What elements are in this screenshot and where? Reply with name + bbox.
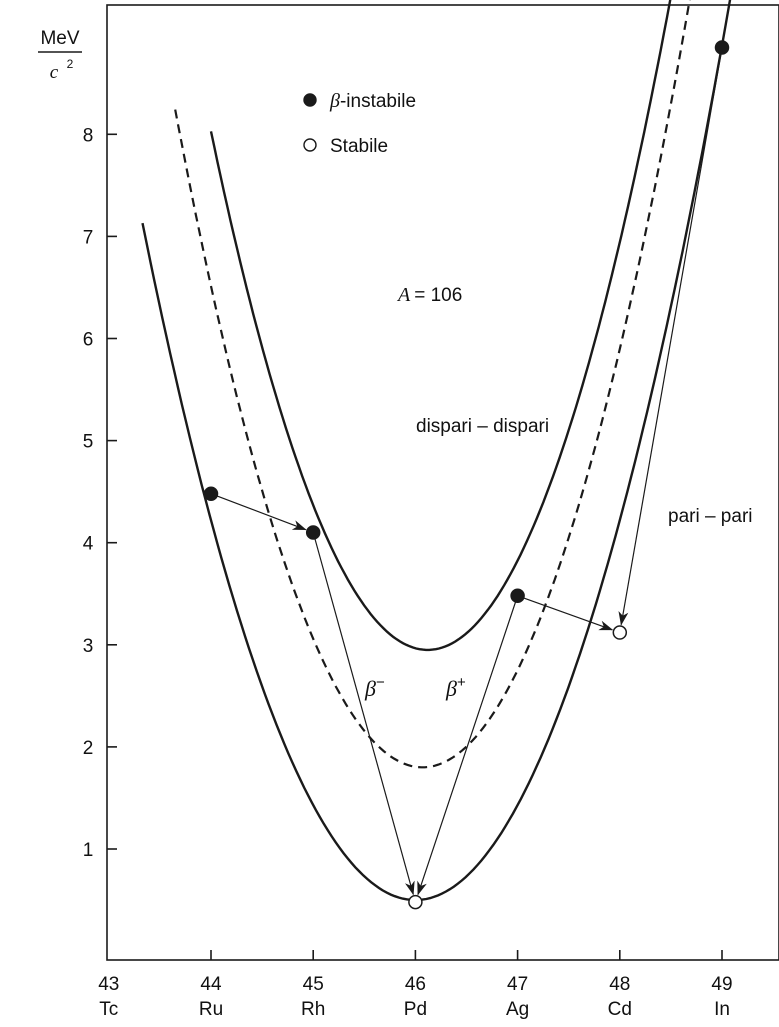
x-element-label: Cd xyxy=(608,999,632,1020)
unstable-nuclide-point xyxy=(305,525,321,540)
x-element-label: In xyxy=(714,999,730,1020)
y-unit-exponent: 2 xyxy=(67,57,74,71)
legend: β-instabile Stabile xyxy=(303,90,416,157)
decay-arrow xyxy=(210,493,307,531)
arrows xyxy=(210,47,723,896)
y-tick-label: 4 xyxy=(83,534,94,555)
y-unit-top: MeV xyxy=(40,28,79,49)
unstable-nuclide-point xyxy=(203,486,219,501)
x-element-label: Ag xyxy=(506,999,529,1020)
y-tick-label: 6 xyxy=(83,330,94,351)
y-unit-bottom: c xyxy=(50,62,59,83)
y-tick-label: 2 xyxy=(83,738,94,759)
beta-minus-label: β− xyxy=(364,674,385,701)
odd-odd-curve-label: dispari – dispari xyxy=(416,416,549,437)
x-tick-label: 48 xyxy=(609,974,630,995)
x-element-label: Rh xyxy=(301,999,325,1020)
x-element-label: Tc xyxy=(99,999,118,1020)
unstable-nuclide-point xyxy=(714,40,730,55)
plot-frame xyxy=(106,4,779,961)
y-tick-label: 5 xyxy=(83,432,94,453)
odd-odd-curve xyxy=(209,0,672,652)
decay-arrow xyxy=(618,47,723,626)
decay-arrow xyxy=(312,532,415,896)
legend-filled-marker xyxy=(303,93,317,107)
y-tick-label: 8 xyxy=(83,125,94,146)
stable-nuclide-point xyxy=(408,894,423,910)
points xyxy=(203,40,730,910)
y-tick-label: 3 xyxy=(83,636,94,657)
x-tick-label: 49 xyxy=(711,974,732,995)
even-even-curve-label: pari – pari xyxy=(668,506,753,527)
stable-nuclide-point xyxy=(612,625,628,640)
x-tick-label: 46 xyxy=(405,974,426,995)
even-even-curve xyxy=(141,0,732,902)
y-tick-label: 1 xyxy=(83,840,94,861)
curves xyxy=(141,0,732,902)
y-tick-label: 7 xyxy=(83,227,94,248)
x-element-label: Ru xyxy=(199,999,223,1020)
x-element-label: Pd xyxy=(404,999,427,1020)
decay-arrow xyxy=(417,595,519,896)
legend-stable-label: Stabile xyxy=(330,136,388,157)
unstable-nuclide-point xyxy=(510,588,525,604)
y-axis: 1 2 3 4 5 6 7 8 xyxy=(83,125,117,861)
legend-open-marker xyxy=(303,138,317,152)
y-unit-label: MeV c 2 xyxy=(38,28,82,83)
x-tick-label: 43 xyxy=(98,974,119,995)
legend-unstable-label: β-instabile xyxy=(329,90,416,112)
mass-number-label: A = 106 xyxy=(396,284,462,306)
beta-plus-label: β+ xyxy=(445,674,466,701)
dashed-curve xyxy=(174,0,691,769)
x-tick-label: 47 xyxy=(507,974,528,995)
x-axis: 43 Tc 44 Ru 45 Rh 46 Pd 47 Ag 48 Cd 49 In xyxy=(98,950,733,1020)
x-tick-label: 44 xyxy=(200,974,222,995)
x-tick-label: 45 xyxy=(303,974,324,995)
decay-arrow xyxy=(517,595,614,631)
